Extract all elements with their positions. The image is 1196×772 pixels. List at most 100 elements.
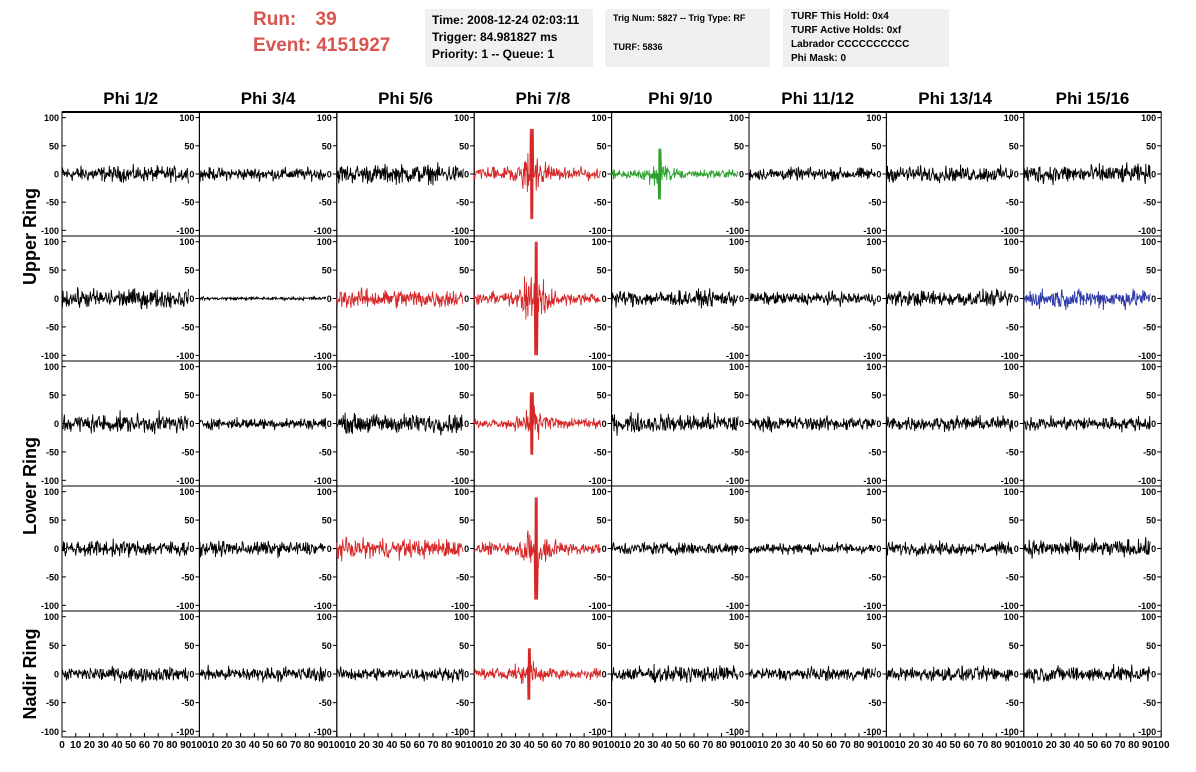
x-tick-label: 40 xyxy=(661,740,673,751)
turf-info-box: TURF This Hold: 0x4 TURF Active Holds: 0… xyxy=(783,9,949,67)
y-tick-label: 100 xyxy=(1004,362,1019,372)
y-tick-label: -50 xyxy=(731,447,744,457)
y-tick-label: 100 xyxy=(1141,612,1156,622)
x-tick-label: 100 xyxy=(328,740,345,751)
column-header: Phi 13/14 xyxy=(918,89,992,108)
x-tick-label: 40 xyxy=(1073,740,1085,751)
y-tick-label: 100 xyxy=(866,113,881,123)
y-tick-label: -50 xyxy=(181,447,194,457)
x-tick-label: 40 xyxy=(524,740,536,751)
y-tick-label: 0 xyxy=(464,544,469,554)
y-tick-label: 100 xyxy=(592,362,607,372)
y-tick-label: 0 xyxy=(464,670,469,680)
y-tick-label: -50 xyxy=(181,698,194,708)
y-tick-label: -50 xyxy=(868,572,881,582)
phi-mask-text: Phi Mask: 0 xyxy=(791,53,847,64)
y-tick-label: 100 xyxy=(317,237,332,247)
waveform-trace xyxy=(198,540,327,559)
waveform-trace xyxy=(336,412,464,436)
x-tick-label: 30 xyxy=(922,740,934,751)
x-tick-label: 100 xyxy=(191,740,208,751)
y-tick-label: 50 xyxy=(734,516,744,526)
x-tick-label: 10 xyxy=(345,740,357,751)
y-tick-label: -100 xyxy=(1138,226,1156,236)
waveform-trace xyxy=(336,287,464,309)
waveform-trace xyxy=(1023,288,1151,311)
x-tick-label: 70 xyxy=(153,740,165,751)
y-tick-label: 100 xyxy=(729,487,744,497)
y-tick-label: 50 xyxy=(734,266,744,276)
y-tick-label: -100 xyxy=(1001,727,1019,737)
waveform-trace xyxy=(61,287,189,310)
y-tick-label: 50 xyxy=(734,391,744,401)
y-tick-label: -50 xyxy=(1006,572,1019,582)
y-tick-label: 0 xyxy=(739,544,744,554)
y-tick-label: 50 xyxy=(597,516,607,526)
y-tick-label: -50 xyxy=(594,198,607,208)
y-tick-label: 50 xyxy=(1146,266,1156,276)
x-tick-label: 50 xyxy=(537,740,549,751)
x-tick-label: 10 xyxy=(482,740,494,751)
y-tick-label: 100 xyxy=(44,612,59,622)
waveform-trace xyxy=(885,415,1014,433)
y-tick-label: -100 xyxy=(451,727,469,737)
y-tick-label: -100 xyxy=(451,351,469,361)
waveform-trace xyxy=(336,162,464,186)
y-tick-label: -100 xyxy=(863,226,881,236)
x-tick-label: 80 xyxy=(991,740,1003,751)
y-tick-label: 100 xyxy=(454,113,469,123)
y-tick-label: -50 xyxy=(1006,698,1019,708)
y-tick-label: 50 xyxy=(1146,516,1156,526)
waveform-trace xyxy=(1023,536,1151,561)
y-tick-label: -100 xyxy=(863,351,881,361)
y-tick-label: 0 xyxy=(1151,170,1156,180)
x-tick-label: 60 xyxy=(414,740,426,751)
x-tick-label: 10 xyxy=(895,740,907,751)
y-tick-label: 100 xyxy=(179,612,194,622)
y-tick-label: -50 xyxy=(1143,322,1156,332)
x-tick-label: 30 xyxy=(235,740,247,751)
y-tick-label: -50 xyxy=(319,572,332,582)
y-tick-label: 0 xyxy=(1151,544,1156,554)
x-tick-label: 30 xyxy=(510,740,522,751)
y-tick-label: 0 xyxy=(1014,670,1019,680)
y-tick-label: -100 xyxy=(589,226,607,236)
y-tick-label: 100 xyxy=(179,113,194,123)
x-tick-label: 60 xyxy=(139,740,151,751)
x-tick-label: 90 xyxy=(317,740,329,751)
trig-num-text: Trig Num: 5827 -- Trig Type: RF xyxy=(613,13,746,23)
x-tick-label: 100 xyxy=(1153,740,1170,751)
x-tick-label: 80 xyxy=(441,740,453,751)
x-tick-label: 20 xyxy=(634,740,646,751)
x-tick-label: 50 xyxy=(1087,740,1099,751)
y-tick-label: 100 xyxy=(729,113,744,123)
y-tick-label: -100 xyxy=(863,476,881,486)
x-tick-label: 80 xyxy=(853,740,865,751)
x-tick-label: 10 xyxy=(70,740,82,751)
y-tick-label: 0 xyxy=(602,294,607,304)
column-header: Phi 5/6 xyxy=(378,89,433,108)
y-tick-label: 0 xyxy=(464,170,469,180)
y-tick-label: -100 xyxy=(726,727,744,737)
column-header: Phi 7/8 xyxy=(515,89,570,108)
y-tick-label: -50 xyxy=(868,698,881,708)
y-tick-label: 0 xyxy=(327,544,332,554)
y-tick-label: 0 xyxy=(739,419,744,429)
y-tick-label: -100 xyxy=(314,601,332,611)
y-tick-label: -50 xyxy=(594,698,607,708)
y-tick-label: 100 xyxy=(317,113,332,123)
waveform-trace xyxy=(886,665,1014,682)
x-tick-label: 80 xyxy=(1128,740,1140,751)
y-tick-label: -100 xyxy=(863,601,881,611)
x-tick-label: 80 xyxy=(304,740,316,751)
y-tick-label: 0 xyxy=(327,170,332,180)
y-tick-label: -50 xyxy=(319,322,332,332)
y-tick-label: 50 xyxy=(322,266,332,276)
y-tick-label: -50 xyxy=(46,447,59,457)
y-tick-label: 100 xyxy=(179,487,194,497)
column-header: Phi 15/16 xyxy=(1056,89,1130,108)
waveform-trace xyxy=(473,648,602,700)
waveform-trace xyxy=(611,148,739,200)
y-tick-label: 50 xyxy=(1146,141,1156,151)
y-tick-label: -100 xyxy=(1138,476,1156,486)
